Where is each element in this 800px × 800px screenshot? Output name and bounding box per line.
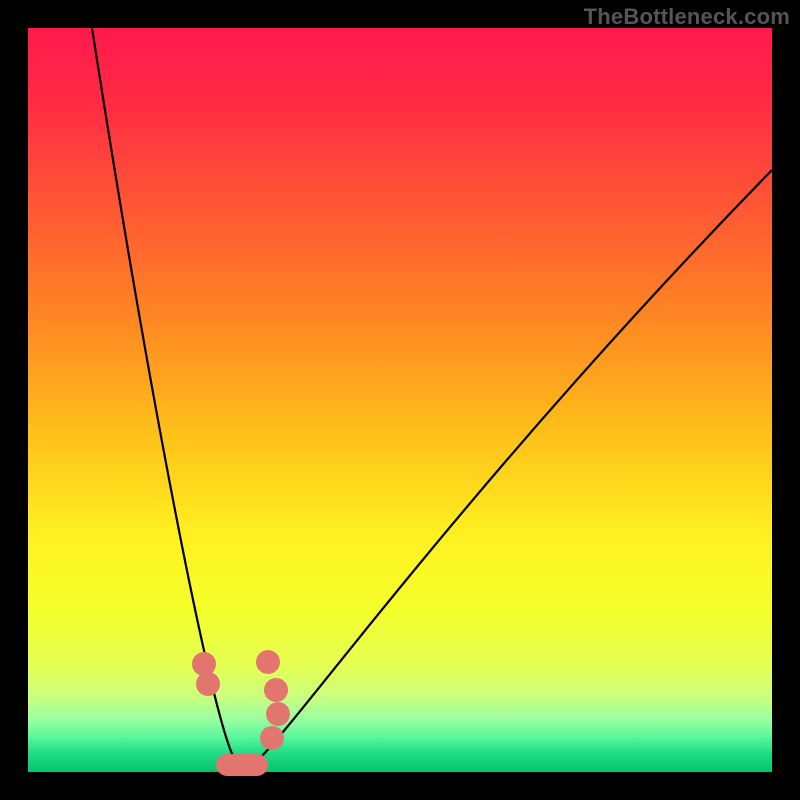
watermark-text: TheBottleneck.com	[584, 4, 790, 30]
valley-marker-point	[260, 726, 284, 750]
plot-background	[28, 28, 772, 772]
valley-marker-point	[264, 678, 288, 702]
valley-marker-point	[192, 652, 216, 676]
valley-marker-stadium	[216, 754, 268, 776]
bottleneck-chart-svg	[0, 0, 800, 800]
valley-marker-point	[196, 672, 220, 696]
valley-marker-point	[266, 702, 290, 726]
valley-marker-point	[256, 650, 280, 674]
chart-container: TheBottleneck.com	[0, 0, 800, 800]
